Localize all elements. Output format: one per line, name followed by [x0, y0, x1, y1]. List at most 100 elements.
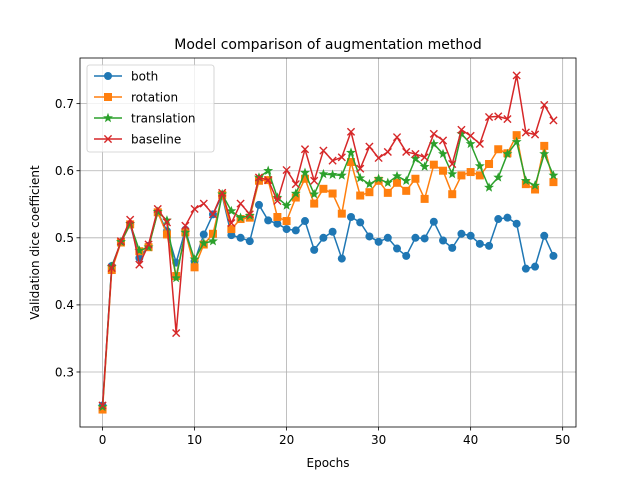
data-point-baseline-stroke: [208, 210, 218, 219]
y-axis-label: Validation dice coefficient: [28, 165, 42, 320]
data-point-baseline: [264, 176, 273, 185]
data-point-both: [310, 245, 319, 254]
data-point-translation: [511, 136, 522, 147]
data-point-rotation: [393, 178, 402, 187]
data-point-baseline: [218, 188, 227, 197]
grid: [80, 58, 576, 427]
data-point-rotation: [475, 171, 484, 180]
data-point-translation: [336, 170, 347, 180]
y-tick-label: 0.3: [55, 365, 74, 379]
data-point-baseline-stroke: [484, 112, 494, 122]
data-point-translation: [198, 237, 209, 248]
data-point-both: [521, 264, 530, 273]
data-point-baseline-stroke: [521, 128, 530, 137]
data-point-translation: [465, 138, 476, 149]
data-point-translation: [143, 242, 154, 252]
data-point-both: [374, 237, 383, 246]
legend-marker: [104, 93, 112, 101]
data-point-both: [457, 229, 466, 238]
data-point-baseline-stroke: [98, 401, 107, 410]
legend-label: baseline: [131, 132, 181, 146]
data-point-rotation: [337, 209, 346, 218]
data-point-baseline: [365, 142, 374, 151]
data-point-translation: [530, 180, 540, 190]
plot-series: [97, 71, 559, 414]
data-point-rotation: [531, 185, 540, 194]
data-point-baseline: [383, 147, 392, 157]
data-point-baseline: [540, 100, 549, 110]
x-tick-label: 50: [555, 433, 570, 447]
data-point-baseline: [227, 218, 236, 228]
data-point-rotation: [190, 263, 199, 272]
data-point-rotation: [521, 180, 530, 189]
data-point-both: [448, 243, 457, 252]
series-line-translation: [101, 133, 555, 407]
data-point-baseline-stroke: [144, 240, 153, 249]
data-point-baseline-stroke: [402, 147, 411, 157]
data-point-baseline-stroke: [328, 156, 337, 165]
data-point-translation: [520, 175, 531, 185]
data-point-translation: [355, 172, 366, 183]
data-point-translation: [300, 167, 310, 177]
y-tick-label: 0.5: [55, 231, 74, 245]
data-point-translation: [548, 170, 559, 180]
data-point-both: [503, 213, 512, 222]
data-point-both: [254, 200, 263, 209]
data-point-translation: [226, 205, 237, 216]
data-point-rotation: [512, 131, 521, 140]
legend-label: rotation: [131, 90, 178, 104]
data-point-rotation: [429, 160, 438, 169]
data-point-baseline-stroke: [549, 116, 558, 125]
series-baseline: [98, 71, 558, 410]
data-point-baseline: [116, 237, 126, 246]
data-point-baseline-stroke: [172, 328, 181, 338]
data-point-baseline: [310, 176, 319, 185]
y-tick-label: 0.4: [55, 298, 74, 312]
data-point-baseline: [411, 149, 420, 159]
data-point-both: [512, 219, 521, 228]
data-point-baseline-stroke: [448, 159, 457, 169]
data-point-baseline-stroke: [438, 136, 448, 145]
data-point-baseline-stroke: [310, 176, 319, 185]
data-point-baseline-stroke: [153, 204, 162, 214]
data-point-translation: [208, 235, 218, 246]
data-point-rotation: [439, 166, 448, 175]
data-point-translation: [373, 173, 384, 183]
data-point-baseline-stroke: [540, 100, 549, 110]
data-point-baseline-stroke: [236, 199, 245, 208]
data-point-baseline: [457, 125, 466, 134]
legend-label: translation: [131, 111, 196, 125]
data-point-rotation: [273, 213, 282, 222]
data-point-translation: [263, 165, 274, 175]
data-point-both: [383, 233, 392, 242]
data-point-both: [291, 226, 300, 235]
data-point-baseline: [319, 146, 328, 155]
data-point-translation: [272, 192, 283, 202]
data-point-baseline: [420, 153, 429, 162]
data-point-rotation: [540, 141, 549, 150]
data-point-both: [549, 251, 558, 260]
data-point-baseline-stroke: [218, 188, 227, 197]
x-tick-label: 10: [187, 433, 202, 447]
data-point-both: [466, 231, 475, 240]
data-point-translation: [392, 170, 402, 181]
data-point-baseline-stroke: [356, 164, 365, 173]
data-point-baseline: [107, 263, 116, 273]
data-point-baseline-stroke: [365, 142, 374, 151]
data-point-baseline-stroke: [475, 139, 484, 148]
data-point-rotation: [356, 191, 365, 200]
data-point-baseline: [346, 127, 356, 136]
data-point-baseline-stroke: [254, 173, 264, 182]
legend-box: [86, 64, 215, 153]
data-point-baseline: [162, 218, 172, 227]
data-point-baseline-stroke: [264, 176, 273, 185]
data-point-rotation: [310, 199, 319, 208]
data-point-translation: [162, 215, 172, 225]
data-point-baseline-stroke: [107, 263, 116, 273]
data-point-both: [475, 239, 484, 248]
data-point-baseline: [512, 71, 521, 80]
legend-marker: [103, 112, 113, 123]
data-point-baseline: [521, 128, 530, 137]
data-point-rotation: [227, 225, 236, 234]
